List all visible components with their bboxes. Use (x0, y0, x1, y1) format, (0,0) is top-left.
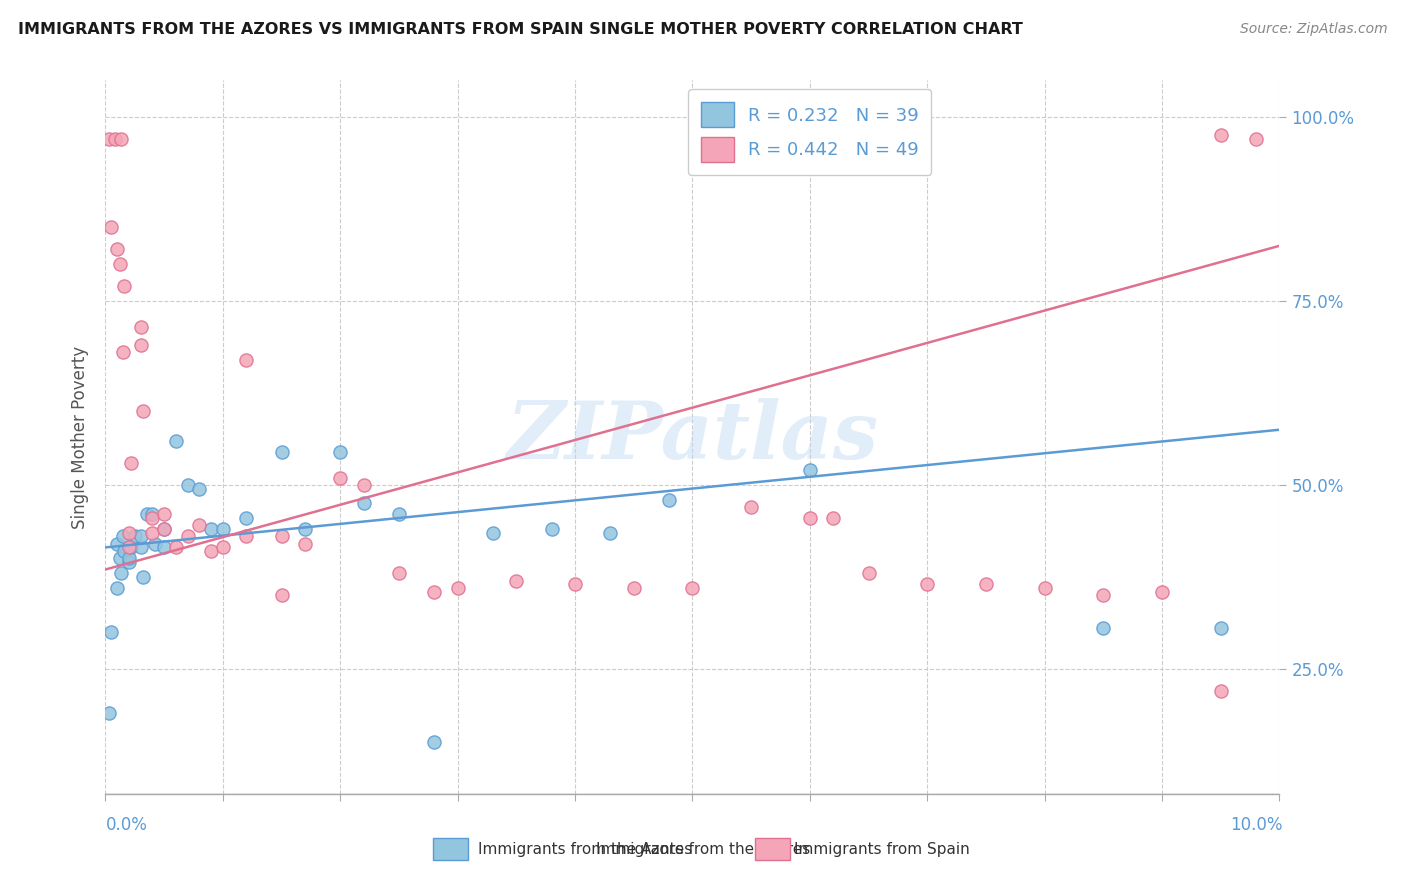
Point (135, 508, 157, 522)
Point (108, 257, 131, 271)
Point (129, 529, 152, 543)
Point (353, 478, 375, 492)
Point (153, 541, 176, 555)
Text: Immigrants from the Azores: Immigrants from the Azores (596, 842, 810, 856)
Text: 0.0%: 0.0% (105, 816, 148, 834)
Point (1209, 684, 1232, 698)
Point (329, 444, 352, 458)
Point (211, 541, 233, 555)
Point (129, 338, 152, 352)
Point (120, 541, 142, 555)
Point (129, 541, 152, 555)
Point (112, 529, 135, 543)
Point (118, 551, 141, 566)
Point (132, 570, 155, 584)
Point (188, 482, 211, 496)
Point (388, 508, 411, 522)
Point (112, 544, 135, 558)
Point (235, 529, 257, 543)
Text: IMMIGRANTS FROM THE AZORES VS IMMIGRANTS FROM SPAIN SINGLE MOTHER POVERTY CORREL: IMMIGRANTS FROM THE AZORES VS IMMIGRANTS… (18, 22, 1024, 37)
Point (105, 537, 128, 551)
Point (100, 220, 122, 235)
Point (270, 588, 292, 602)
Point (188, 518, 211, 533)
Point (110, 132, 132, 146)
Point (294, 522, 316, 536)
Point (1209, 621, 1232, 635)
Legend: R = 0.232   N = 39, R = 0.442   N = 49: R = 0.232 N = 39, R = 0.442 N = 49 (689, 89, 931, 175)
Point (211, 522, 233, 536)
Point (599, 525, 621, 540)
Point (294, 537, 316, 551)
Point (98, 132, 121, 146)
Point (235, 511, 257, 525)
Point (165, 541, 187, 555)
Point (129, 319, 152, 334)
Point (98, 706, 121, 720)
Point (132, 404, 155, 418)
Point (104, 132, 127, 146)
Point (141, 525, 163, 540)
Text: Immigrants from the Azores: Immigrants from the Azores (478, 842, 692, 856)
Point (118, 525, 141, 540)
Point (118, 541, 141, 555)
Point (1092, 621, 1115, 635)
Point (1033, 581, 1056, 595)
Point (740, 500, 762, 514)
Point (165, 434, 187, 448)
Text: Source: ZipAtlas.com: Source: ZipAtlas.com (1240, 22, 1388, 37)
Y-axis label: Single Mother Poverty: Single Mother Poverty (72, 345, 90, 529)
Point (105, 581, 128, 595)
Point (110, 566, 132, 581)
Point (799, 511, 821, 525)
Point (141, 511, 163, 525)
Point (423, 735, 446, 749)
Point (1092, 588, 1115, 602)
Point (505, 574, 527, 588)
Point (353, 496, 375, 510)
Point (270, 529, 292, 543)
Point (1244, 132, 1267, 146)
Point (200, 544, 222, 558)
Point (858, 566, 880, 581)
Point (235, 352, 257, 367)
Point (153, 522, 176, 536)
Point (423, 584, 446, 599)
Point (388, 566, 411, 581)
Point (446, 581, 468, 595)
Point (124, 529, 146, 543)
Point (482, 525, 505, 540)
Point (112, 279, 135, 293)
Point (564, 577, 586, 591)
Point (623, 581, 645, 595)
Point (823, 511, 845, 525)
Point (799, 463, 821, 477)
Point (153, 508, 176, 522)
Point (100, 625, 122, 640)
Point (176, 478, 198, 492)
Point (1209, 128, 1232, 143)
Text: ZIPatlas: ZIPatlas (506, 399, 879, 475)
Point (112, 345, 135, 359)
Point (176, 529, 198, 543)
Point (105, 243, 128, 257)
Point (143, 537, 166, 551)
Point (1150, 584, 1173, 599)
Point (329, 470, 352, 484)
Point (108, 551, 131, 566)
Text: Immigrants from Spain: Immigrants from Spain (794, 842, 970, 856)
Point (917, 577, 939, 591)
Point (200, 522, 222, 536)
Point (658, 492, 681, 507)
Point (540, 522, 562, 536)
Point (682, 581, 704, 595)
Point (974, 577, 997, 591)
Point (118, 555, 141, 569)
Point (120, 456, 142, 470)
Point (153, 522, 176, 536)
Point (141, 508, 163, 522)
Point (270, 444, 292, 458)
Text: 10.0%: 10.0% (1230, 816, 1282, 834)
